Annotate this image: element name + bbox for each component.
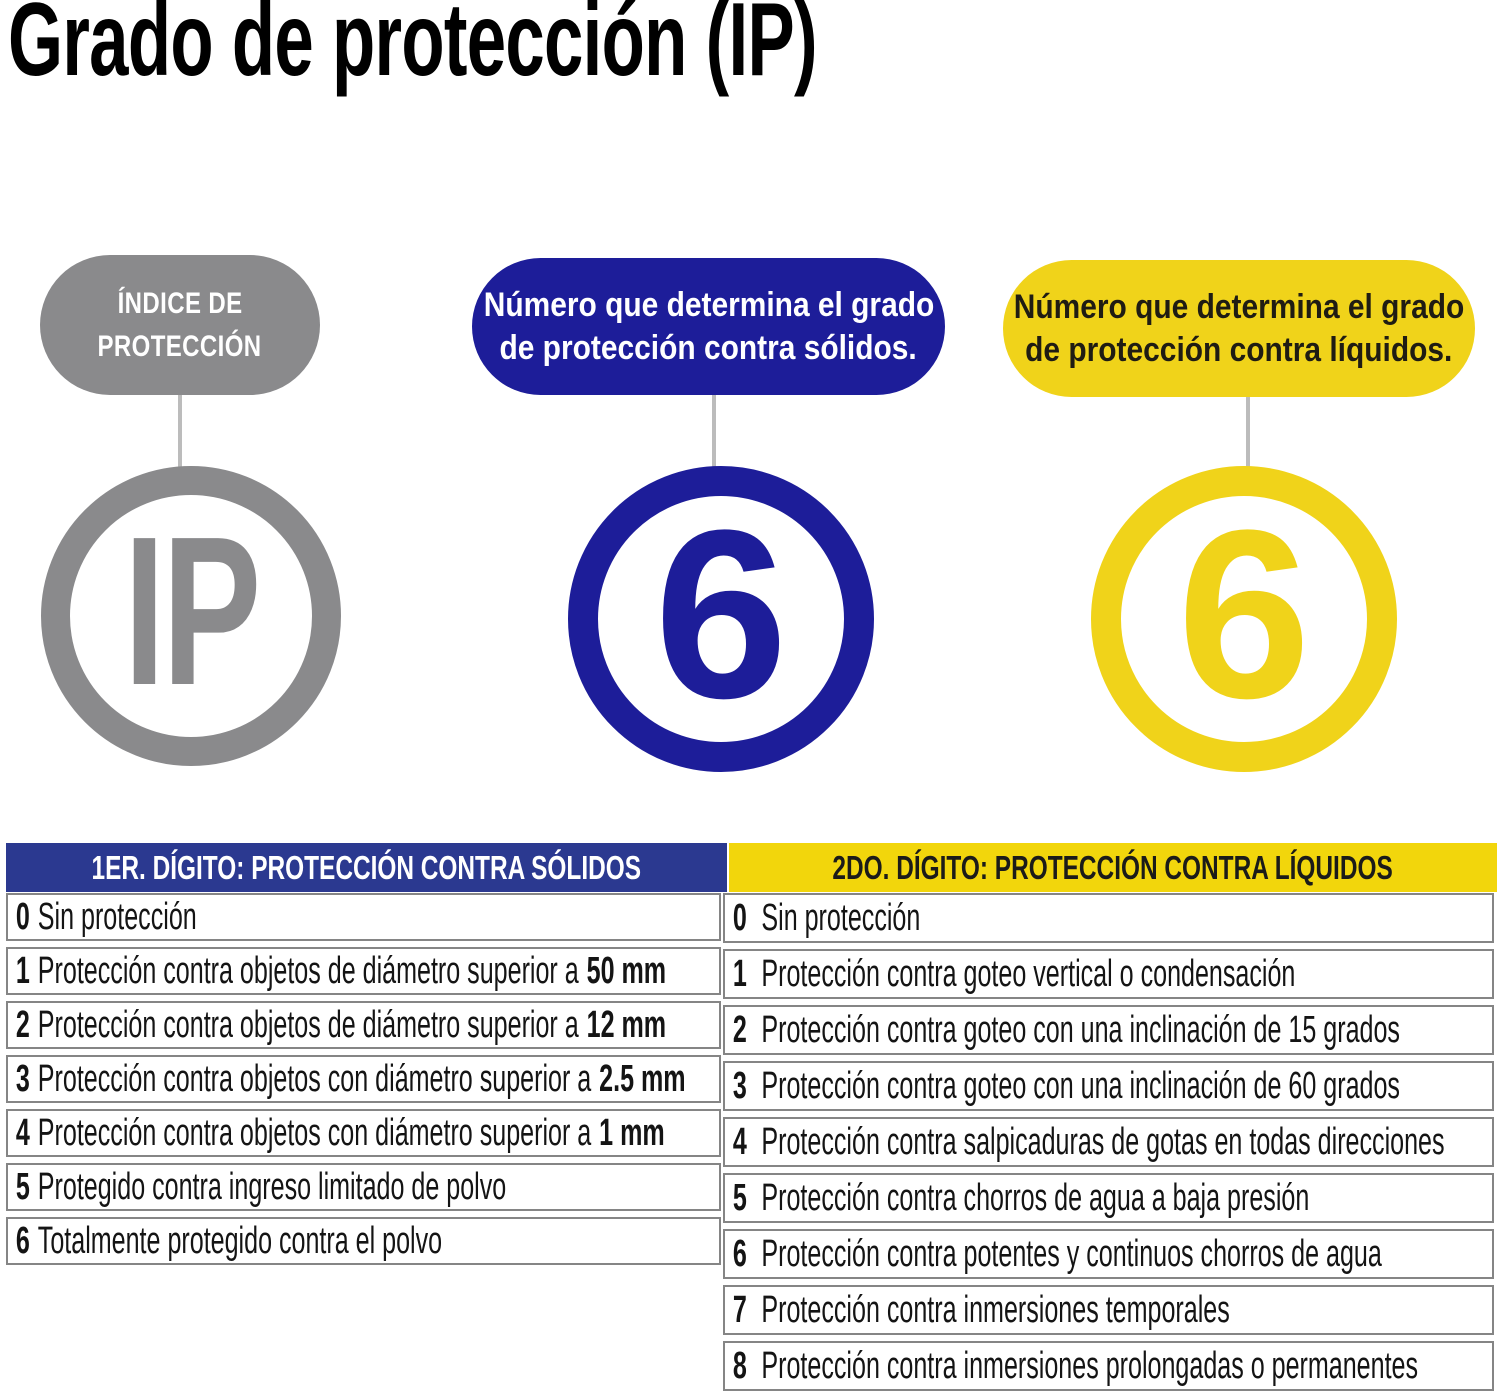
row-digit: 7 (732, 1288, 747, 1331)
row-digit: 0 (732, 896, 747, 939)
row-digit: 6 (732, 1232, 747, 1275)
solids-table-header-label: 1ER. DÍGITO: PROTECCIÓN CONTRA SÓLIDOS (91, 848, 642, 886)
row-digit: 3 (732, 1064, 747, 1107)
table-row: 6 Protección contra potentes y continuos … (723, 1229, 1494, 1279)
solids-digit: 6 (654, 480, 788, 748)
row-digit: 1 (732, 952, 747, 995)
row-digit: 0 (15, 895, 30, 938)
row-digit: 2 (15, 1003, 30, 1046)
row-measurement: 50 mm (586, 949, 667, 992)
page-title: Grado de protección (IP) (8, 0, 818, 98)
solids-pill-line2: de protección contra sólidos. (499, 328, 918, 367)
row-description: Protección contra salpicaduras de gotas … (761, 1120, 1445, 1163)
liquids-pill-line2: de protección contra líquidos. (1025, 330, 1453, 369)
table-row: 1 Protección contra goteo vertical o cond… (723, 949, 1494, 999)
connector-line (712, 395, 716, 468)
table-row: 4 Protección contra objetos con diámetro … (6, 1109, 721, 1157)
row-description: Protección contra objetos con diámetro s… (37, 1057, 592, 1100)
row-description: Sin protección (37, 895, 197, 938)
row-digit: 6 (15, 1219, 30, 1262)
table-row: 2 Protección contra goteo con una inclina… (723, 1005, 1494, 1055)
table-row: 8 Protección contra inmersiones prolongad… (723, 1341, 1494, 1391)
row-digit: 4 (15, 1111, 30, 1154)
liquids-pill-line1: Número que determina el grado (1013, 287, 1465, 326)
row-digit: 5 (15, 1165, 30, 1208)
table-row: 5 Protegido contra ingreso limitado de po… (6, 1163, 721, 1211)
row-digit: 4 (732, 1120, 747, 1163)
table-row: 0 Sin protección (723, 893, 1494, 943)
table-row: 2 Protección contra objetos de diámetro s… (6, 1001, 721, 1049)
row-description: Protección contra inmersiones prolongada… (761, 1344, 1419, 1387)
connector-line (1246, 397, 1250, 468)
ip-circle-badge: IP (41, 466, 341, 766)
row-digit: 1 (15, 949, 30, 992)
table-row: 4 Protección contra salpicaduras de gotas… (723, 1117, 1494, 1167)
ip-circle-label: IP (123, 492, 261, 729)
table-row: 6 Totalmente protegido contra el polvo (6, 1217, 721, 1265)
row-description: Protección contra goteo vertical o conde… (761, 952, 1296, 995)
table-row: 5 Protección contra chorros de agua a baj… (723, 1173, 1494, 1223)
row-description: Protección contra objetos de diámetro su… (37, 949, 579, 992)
table-row: 7 Protección contra inmersiones temporale… (723, 1285, 1494, 1335)
solids-digit-badge: 6 (568, 466, 874, 772)
liquids-table-header-label: 2DO. DÍGITO: PROTECCIÓN CONTRA LÍQUIDOS (832, 848, 1394, 886)
row-description: Protección contra chorros de agua a baja… (761, 1176, 1310, 1219)
row-description: Protección contra goteo con una inclinac… (761, 1064, 1400, 1107)
liquids-table-header: 2DO. DÍGITO: PROTECCIÓN CONTRA LÍQUIDOS (729, 843, 1497, 892)
row-description: Protección contra objetos con diámetro s… (37, 1111, 592, 1154)
table-row: 3 Protección contra goteo con una inclina… (723, 1061, 1494, 1111)
row-description: Sin protección (761, 896, 921, 939)
row-description: Protección contra goteo con una inclinac… (761, 1008, 1400, 1051)
liquids-description-pill: Número que determina el grado de protecc… (1003, 260, 1475, 397)
connector-line (178, 395, 182, 468)
liquids-digit-badge: 6 (1091, 466, 1397, 772)
row-measurement: 1 mm (599, 1111, 665, 1154)
solids-table-header: 1ER. DÍGITO: PROTECCIÓN CONTRA SÓLIDOS (6, 843, 727, 892)
solids-description-pill: Número que determina el grado de protecc… (472, 258, 945, 395)
ip-index-pill-line1: ÍNDICE DE (117, 286, 243, 320)
ip-index-pill: ÍNDICE DE PROTECCIÓN (40, 255, 320, 395)
table-row: 1 Protección contra objetos de diámetro s… (6, 947, 721, 995)
table-row: 3 Protección contra objetos con diámetro … (6, 1055, 721, 1103)
row-digit: 8 (732, 1344, 747, 1387)
row-description: Protección contra potentes y continuos c… (761, 1232, 1382, 1275)
row-description: Protección contra inmersiones temporales (761, 1288, 1230, 1331)
row-digit: 3 (15, 1057, 30, 1100)
row-description: Totalmente protegido contra el polvo (37, 1219, 443, 1262)
row-measurement: 12 mm (586, 1003, 667, 1046)
table-row: 0 Sin protección (6, 893, 721, 941)
row-measurement: 2.5 mm (599, 1057, 686, 1100)
row-digit: 2 (732, 1008, 747, 1051)
row-description: Protegido contra ingreso limitado de pol… (37, 1165, 507, 1208)
solids-pill-line1: Número que determina el grado (483, 285, 934, 324)
liquids-digit: 6 (1177, 480, 1311, 748)
row-description: Protección contra objetos de diámetro su… (37, 1003, 579, 1046)
row-digit: 5 (732, 1176, 747, 1219)
ip-index-pill-line2: PROTECCIÓN (97, 330, 262, 363)
